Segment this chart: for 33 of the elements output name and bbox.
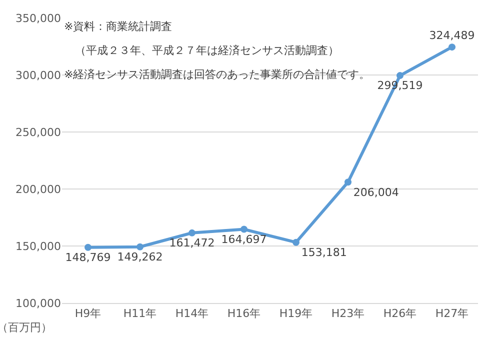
y-axis-title: （百万円） bbox=[0, 321, 52, 334]
point bbox=[188, 229, 196, 236]
point bbox=[396, 72, 404, 80]
data-label: 148,769 bbox=[65, 251, 111, 264]
x-tick-label: H19年 bbox=[279, 307, 313, 320]
annotation: ※経済センサス活動調査は回答のあった事業所の合計値です。 bbox=[64, 68, 370, 81]
annotation: ※資料：商業統計調査 bbox=[64, 20, 172, 33]
y-tick-label: 250,000 bbox=[16, 126, 61, 139]
annotation: （平成２３年、平成２７年は経済センサス活動調査） bbox=[64, 44, 339, 57]
x-tick-label: H16年 bbox=[227, 307, 261, 320]
point bbox=[84, 244, 92, 251]
point bbox=[136, 243, 144, 250]
data-label: 149,262 bbox=[117, 250, 163, 264]
y-tick-label: 350,000 bbox=[16, 12, 61, 25]
y-tick-label: 200,000 bbox=[16, 182, 61, 196]
x-tick-label: H26年 bbox=[383, 307, 417, 320]
y-tick-label: 300,000 bbox=[16, 68, 61, 82]
point bbox=[292, 238, 300, 246]
data-label: 161,472 bbox=[169, 236, 215, 250]
y-tick-label: 100,000 bbox=[16, 296, 61, 310]
x-tick-label: H11年 bbox=[123, 307, 157, 320]
data-label: 324,489 bbox=[429, 28, 475, 42]
point bbox=[240, 226, 248, 233]
point bbox=[448, 44, 456, 51]
x-tick-label: H9年 bbox=[74, 307, 102, 320]
x-tick-label: H14年 bbox=[175, 307, 209, 320]
y-tick-label: 150,000 bbox=[16, 240, 61, 253]
data-label: 206,004 bbox=[353, 186, 399, 199]
data-label: 164,697 bbox=[221, 232, 267, 246]
point bbox=[344, 178, 352, 186]
x-tick-label: H27年 bbox=[435, 307, 469, 320]
x-tick-label: H23年 bbox=[331, 307, 365, 320]
data-label: 153,181 bbox=[301, 246, 347, 259]
